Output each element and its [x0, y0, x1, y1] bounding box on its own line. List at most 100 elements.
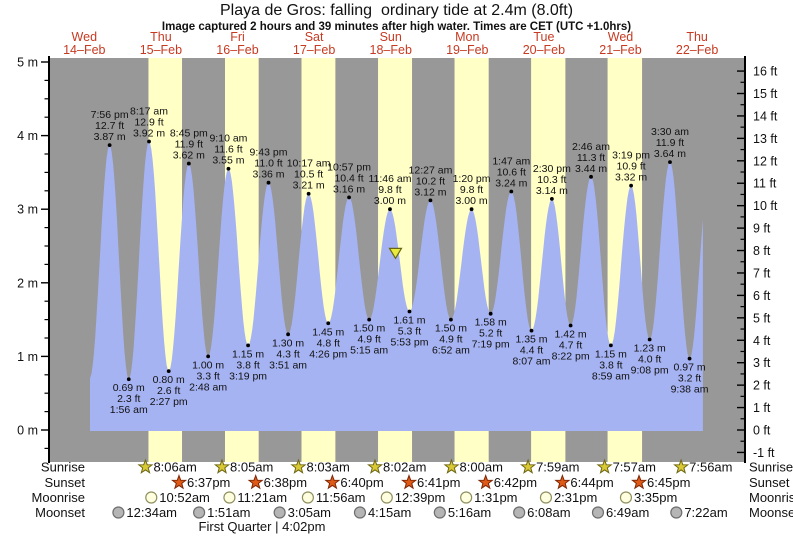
moonset-time: 6:49am	[606, 505, 649, 520]
moonrise-icon	[301, 491, 314, 504]
high-tide-time: 9:43 pm	[250, 147, 288, 159]
moonrise-time: 11:21am	[237, 490, 287, 505]
high-tide-dot	[347, 195, 351, 200]
sunrise-icon	[367, 458, 384, 474]
right-axis-label: 6 ft	[753, 289, 771, 303]
high-tide-height-ft: 10.6 ft	[497, 167, 526, 179]
right-axis-label: 5 ft	[753, 311, 771, 325]
high-tide-height-m: 3.21 m	[293, 180, 325, 192]
low-tide-time: 9:08 pm	[631, 364, 669, 376]
page-subtitle: Image captured 2 hours and 39 minutes af…	[161, 21, 632, 33]
day-label-name: Thu	[686, 30, 708, 44]
high-tide-height-m: 3.36 m	[252, 169, 284, 181]
right-axis-label: 16 ft	[753, 65, 778, 79]
low-tide-time: 8:59 am	[592, 370, 630, 382]
sunrise-time: 8:02am	[383, 460, 426, 475]
high-tide-height-m: 3.64 m	[654, 148, 686, 160]
low-tide-time: 9:38 am	[671, 384, 709, 396]
low-tide-dot	[286, 332, 290, 337]
high-tide-height-ft: 12.7 ft	[95, 120, 124, 132]
low-tide-dot	[326, 321, 331, 326]
low-tide-time: 8:07 am	[513, 356, 551, 368]
high-tide-time: 1:20 pm	[453, 173, 491, 185]
low-tide-height-ft: 4.8 ft	[317, 337, 340, 349]
low-tide-time: 4:26 pm	[309, 348, 347, 360]
low-tide-dot	[449, 317, 453, 322]
right-axis-label: 4 ft	[753, 334, 771, 348]
high-tide-height-m: 3.44 m	[575, 163, 607, 175]
moonset-time: 3:05am	[288, 505, 331, 520]
row-label-right-moonrise: Moonrise	[749, 490, 793, 505]
high-tide-dot	[589, 174, 593, 179]
high-tide-time: 7:56 pm	[91, 109, 129, 121]
moonset-time: 6:08am	[527, 505, 570, 520]
low-tide-dot	[246, 343, 250, 348]
left-axis-label: 5 m	[17, 56, 38, 70]
right-axis-label: -1 ft	[753, 446, 775, 460]
row-label-right-moonset: Moonset	[749, 505, 793, 520]
day-label-name: Thu	[150, 30, 172, 44]
right-axis-label: 2 ft	[753, 379, 771, 393]
moonrise-icon	[223, 491, 236, 504]
low-tide-height-ft: 2.3 ft	[117, 393, 140, 405]
day-label-date: 18–Feb	[370, 43, 412, 57]
sunset-icon	[401, 474, 418, 490]
moonset-time: 1:51am	[207, 505, 250, 520]
sunrise-icon	[520, 458, 537, 474]
high-tide-dot	[469, 207, 474, 212]
moonset-time: 12:34am	[126, 505, 177, 520]
page-title: Playa de Gros: falling ordinary tide at …	[219, 2, 574, 19]
sunrise-icon	[213, 458, 231, 474]
low-tide-height-m: 1.42 m	[555, 328, 587, 340]
low-tide-height-m: 1.30 m	[272, 337, 304, 349]
low-tide-dot	[367, 317, 372, 322]
high-tide-height-ft: 10.5 ft	[294, 169, 323, 181]
day-label-date: 22–Feb	[676, 43, 718, 57]
moonrise-time: 3:35pm	[634, 490, 677, 505]
low-tide-height-ft: 3.8 ft	[236, 359, 259, 371]
current-tide-marker	[388, 247, 403, 260]
low-tide-height-ft: 4.9 ft	[439, 334, 462, 346]
right-axis-label: 14 ft	[753, 109, 778, 123]
moonrise-icon	[539, 491, 553, 504]
low-tide-height-ft: 3.2 ft	[678, 373, 701, 385]
low-tide-dot	[608, 343, 613, 348]
tide-curve	[90, 141, 703, 431]
moonset-icon	[433, 506, 446, 519]
day-label-name: Sat	[305, 30, 324, 44]
high-tide-height-ft: 12.9 ft	[134, 116, 163, 128]
low-tide-time: 2:27 pm	[150, 396, 188, 408]
high-tide-height-m: 3.32 m	[615, 172, 647, 184]
day-label-name: Fri	[230, 30, 245, 44]
sunset-time: 6:41pm	[417, 475, 460, 490]
sunrise-icon	[290, 458, 307, 474]
low-tide-height-m: 1.50 m	[353, 323, 385, 335]
high-tide-dot	[226, 166, 231, 171]
low-tide-height-ft: 4.3 ft	[276, 348, 299, 360]
high-tide-height-m: 3.00 m	[374, 195, 406, 207]
high-tide-dot	[629, 183, 633, 188]
moon-phase-note: First Quarter | 4:02pm	[199, 519, 326, 534]
high-tide-dot	[147, 139, 151, 144]
moonset-time: 4:15am	[368, 505, 411, 520]
low-tide-height-m: 1.35 m	[515, 334, 547, 346]
moonset-icon	[193, 506, 206, 519]
low-tide-dot	[488, 311, 493, 316]
low-tide-height-ft: 4.0 ft	[638, 353, 661, 365]
low-tide-height-ft: 5.2 ft	[479, 328, 502, 340]
high-tide-time: 8:45 pm	[170, 128, 208, 140]
sunrise-icon	[137, 458, 154, 474]
moonset-icon	[112, 506, 125, 519]
sunrise-time: 7:56am	[689, 460, 732, 475]
low-tide-dot	[568, 323, 573, 328]
day-label-name: Sun	[380, 30, 402, 44]
low-tide-time: 8:22 pm	[552, 350, 590, 362]
high-tide-dot	[509, 189, 514, 194]
left-axis-label: 2 m	[17, 276, 38, 290]
high-tide-time: 2:46 am	[572, 141, 610, 153]
low-tide-dot	[407, 309, 412, 314]
sunset-time: 6:42pm	[494, 475, 537, 490]
high-tide-height-ft: 10.2 ft	[416, 175, 445, 187]
day-label-date: 20–Feb	[523, 43, 565, 57]
